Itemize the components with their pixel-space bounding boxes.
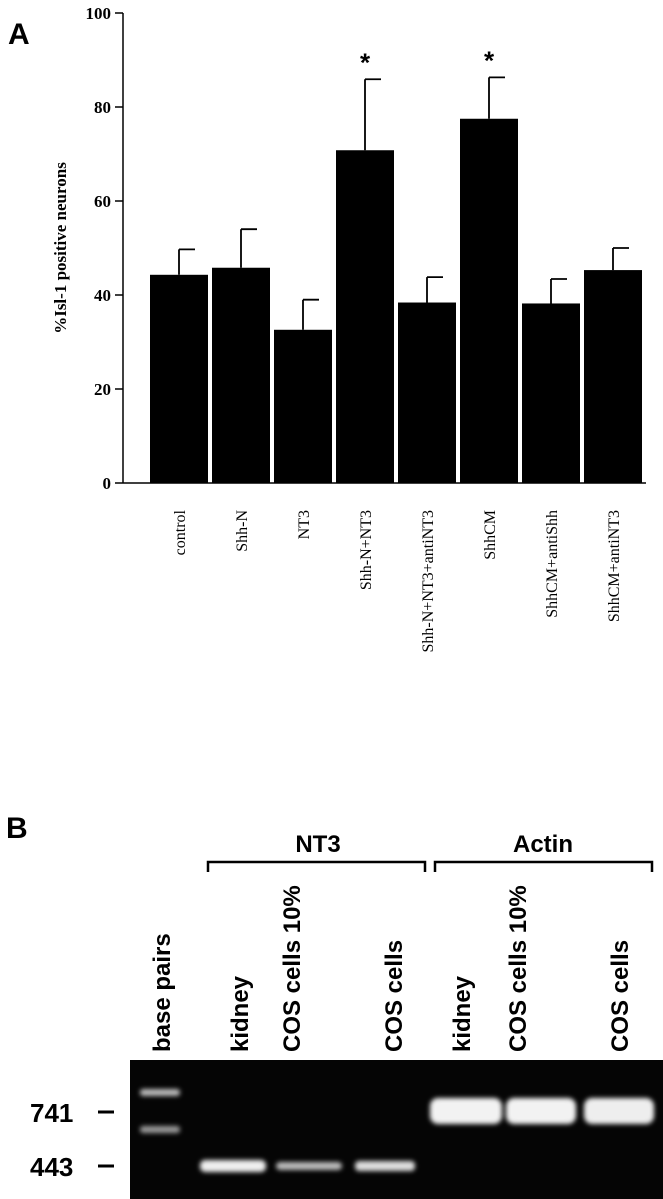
x-tick-label: Shh-N+NT3 [358, 510, 375, 590]
x-tick-label: control [172, 509, 189, 555]
y-tick-label: 60 [94, 192, 111, 211]
bar [522, 303, 580, 483]
error-bar [426, 276, 443, 303]
x-tick-label: ShhCM+antiNT3 [606, 510, 623, 622]
group-label: NT3 [295, 831, 340, 858]
x-tick-label: Shh-N [234, 510, 251, 552]
error-bar [488, 76, 505, 119]
bar [336, 150, 394, 484]
x-tick-label: ShhCM [482, 510, 499, 560]
group-label: Actin [513, 831, 573, 858]
error-bar [302, 298, 319, 330]
group-bracket [433, 860, 654, 872]
lane-label: kidney [227, 975, 254, 1052]
significance-marker: * [360, 47, 371, 77]
gel-image [130, 1060, 663, 1199]
lane-label: COS cells [381, 940, 408, 1052]
panel-label: A [8, 18, 30, 51]
y-tick-label: 100 [86, 4, 112, 23]
group-bracket [206, 860, 427, 872]
error-bar [178, 248, 195, 275]
gel-panel: B NT3 Actin 741 443 base pairs kidney COS … [6, 812, 663, 1199]
lane-label: kidney [449, 975, 476, 1052]
x-tick-label: NT3 [296, 510, 313, 539]
lane-label: COS cells 10% [279, 885, 306, 1052]
bands [140, 1089, 654, 1172]
y-tick-label: 20 [94, 380, 111, 399]
marker-label: 443 [30, 1152, 73, 1182]
lane-label: base pairs [149, 933, 176, 1052]
panel-label: B [6, 812, 28, 845]
bar [460, 118, 518, 483]
x-tick-label: Shh-N+NT3+antiNT3 [420, 510, 437, 652]
marker-label: 741 [30, 1098, 73, 1128]
y-tick-label: 80 [94, 98, 111, 117]
bar-chart: 0 20 40 60 80 100 control Shh-N NT3 Shh-N+NT3 Shh-… [86, 4, 646, 652]
significance-marker: * [484, 45, 495, 75]
bar [212, 267, 270, 483]
error-bar [550, 278, 567, 304]
bar [150, 274, 208, 483]
y-tick-label: 40 [94, 286, 111, 305]
bar [274, 329, 332, 483]
y-tick-label: 0 [103, 474, 112, 493]
lane-label: COS cells [607, 940, 634, 1052]
x-tick-label: ShhCM+antiShh [544, 510, 561, 618]
y-axis-label: %Isl-1 positive neurons [51, 162, 70, 334]
error-bar [364, 78, 381, 151]
bar [398, 302, 456, 483]
error-bar [240, 228, 257, 268]
bar [584, 270, 642, 483]
lane-label: COS cells 10% [505, 885, 532, 1052]
error-bar [612, 247, 629, 271]
